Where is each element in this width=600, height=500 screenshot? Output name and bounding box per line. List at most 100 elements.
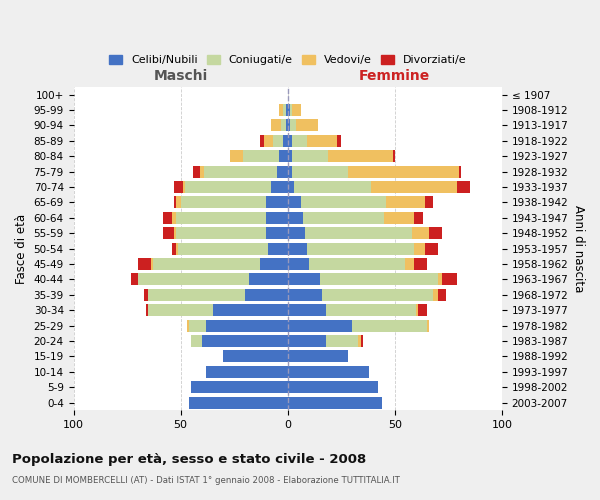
- Bar: [307, 135, 337, 147]
- Bar: [174, 181, 183, 193]
- Y-axis label: Anni di nascita: Anni di nascita: [572, 205, 585, 292]
- Bar: [174, 227, 176, 239]
- Bar: [287, 289, 322, 301]
- Bar: [414, 242, 425, 254]
- Bar: [279, 150, 287, 162]
- Bar: [287, 381, 377, 393]
- Bar: [384, 212, 414, 224]
- Bar: [429, 227, 442, 239]
- Bar: [287, 212, 302, 224]
- Bar: [176, 196, 181, 208]
- Bar: [287, 150, 292, 162]
- Bar: [138, 274, 249, 285]
- Legend: Celibi/Nubili, Coniugati/e, Vedovi/e, Divorziati/e: Celibi/Nubili, Coniugati/e, Vedovi/e, Di…: [104, 50, 471, 70]
- Bar: [213, 304, 287, 316]
- Bar: [294, 181, 371, 193]
- Bar: [279, 104, 283, 116]
- Text: Popolazione per età, sesso e stato civile - 2008: Popolazione per età, sesso e stato civil…: [12, 452, 366, 466]
- Bar: [305, 227, 412, 239]
- Bar: [328, 150, 392, 162]
- Bar: [131, 274, 138, 285]
- Text: Maschi: Maschi: [154, 69, 208, 83]
- Bar: [347, 166, 459, 177]
- Bar: [193, 166, 200, 177]
- Bar: [309, 258, 406, 270]
- Bar: [286, 120, 287, 132]
- Bar: [287, 396, 382, 408]
- Bar: [148, 289, 245, 301]
- Bar: [245, 289, 287, 301]
- Bar: [271, 120, 281, 132]
- Bar: [287, 258, 309, 270]
- Bar: [337, 135, 341, 147]
- Bar: [406, 258, 414, 270]
- Bar: [163, 212, 172, 224]
- Bar: [287, 366, 369, 378]
- Bar: [459, 166, 461, 177]
- Bar: [178, 242, 268, 254]
- Bar: [249, 274, 287, 285]
- Bar: [163, 227, 174, 239]
- Bar: [290, 104, 292, 116]
- Bar: [146, 304, 148, 316]
- Bar: [361, 335, 362, 347]
- Bar: [191, 335, 202, 347]
- Bar: [287, 166, 292, 177]
- Bar: [425, 242, 437, 254]
- Bar: [187, 320, 189, 332]
- Bar: [307, 242, 414, 254]
- Bar: [352, 320, 427, 332]
- Bar: [326, 335, 358, 347]
- Bar: [176, 242, 178, 254]
- Bar: [200, 166, 204, 177]
- Bar: [320, 274, 437, 285]
- Bar: [283, 104, 286, 116]
- Bar: [144, 289, 148, 301]
- Bar: [414, 212, 422, 224]
- Bar: [433, 289, 437, 301]
- Text: COMUNE DI MOMBERCELLI (AT) - Dati ISTAT 1° gennaio 2008 - Elaborazione TUTTITALI: COMUNE DI MOMBERCELLI (AT) - Dati ISTAT …: [12, 476, 400, 485]
- Bar: [273, 135, 283, 147]
- Bar: [292, 166, 347, 177]
- Bar: [290, 120, 296, 132]
- Bar: [260, 258, 287, 270]
- Bar: [386, 196, 425, 208]
- Bar: [287, 135, 292, 147]
- Bar: [392, 150, 395, 162]
- Text: Femmine: Femmine: [359, 69, 430, 83]
- Bar: [287, 242, 307, 254]
- Bar: [181, 196, 266, 208]
- Bar: [296, 120, 317, 132]
- Bar: [427, 320, 429, 332]
- Bar: [287, 181, 294, 193]
- Bar: [292, 104, 301, 116]
- Bar: [287, 350, 347, 362]
- Bar: [174, 196, 176, 208]
- Bar: [292, 135, 307, 147]
- Bar: [287, 104, 290, 116]
- Bar: [138, 258, 151, 270]
- Bar: [189, 320, 206, 332]
- Bar: [412, 227, 429, 239]
- Bar: [283, 135, 287, 147]
- Bar: [287, 304, 326, 316]
- Bar: [202, 335, 287, 347]
- Bar: [176, 227, 266, 239]
- Bar: [206, 320, 287, 332]
- Bar: [326, 304, 416, 316]
- Bar: [271, 181, 287, 193]
- Bar: [425, 196, 433, 208]
- Bar: [151, 258, 153, 270]
- Bar: [230, 150, 243, 162]
- Bar: [287, 120, 290, 132]
- Bar: [243, 150, 279, 162]
- Bar: [277, 166, 287, 177]
- Bar: [287, 335, 326, 347]
- Bar: [414, 258, 427, 270]
- Bar: [457, 181, 470, 193]
- Bar: [292, 150, 328, 162]
- Bar: [287, 274, 320, 285]
- Bar: [172, 212, 176, 224]
- Bar: [416, 304, 418, 316]
- Bar: [268, 242, 287, 254]
